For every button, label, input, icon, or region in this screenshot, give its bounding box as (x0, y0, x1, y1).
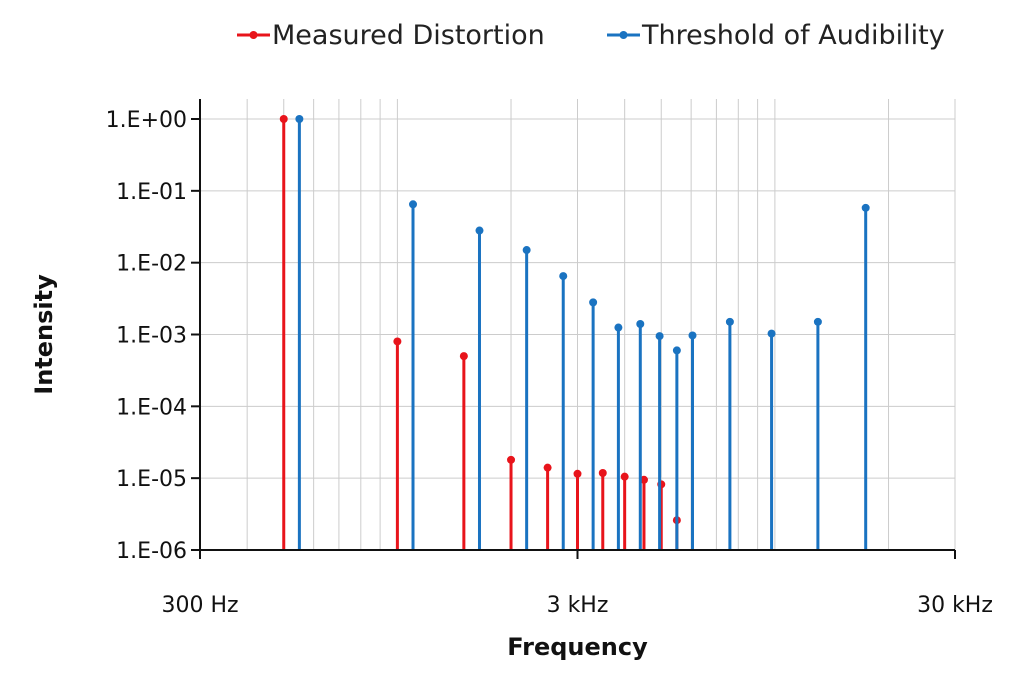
stem-point (861, 203, 870, 212)
x-tick-label: 3 kHz (547, 593, 609, 618)
legend-entry-threshold-of-audibility: Threshold of Audibility (607, 20, 945, 51)
series-measured-distortion (279, 115, 681, 550)
stem-point (543, 463, 552, 472)
y-tick-label: 1.E-03 (116, 324, 187, 349)
stem-point (725, 317, 734, 326)
stem-point (459, 352, 468, 361)
stem-point (393, 337, 402, 346)
stem-point (279, 115, 288, 123)
stem-point (672, 346, 681, 355)
y-tick-label: 1.E-02 (116, 252, 187, 277)
stem-point (620, 472, 629, 481)
series-threshold-of-audibility (295, 115, 870, 550)
y-axis-title: Intensity (30, 274, 58, 395)
stem-point (813, 317, 822, 326)
x-axis-title: Frequency (507, 633, 648, 661)
stem-point (655, 332, 664, 341)
legend-label-threshold-of-audibility: Threshold of Audibility (641, 20, 945, 51)
y-tick-label: 1.E-06 (116, 539, 187, 564)
stem-point (522, 246, 531, 255)
stem-point (639, 475, 648, 484)
x-tick-label: 300 Hz (161, 593, 238, 618)
stem-point (636, 320, 645, 329)
stem-point (295, 115, 304, 123)
stems (279, 115, 870, 550)
y-tick-label: 1.E-01 (116, 180, 187, 205)
stem-point (598, 469, 607, 478)
x-tick-label: 30 kHz (917, 593, 993, 618)
stem-point (614, 323, 623, 332)
legend-label-measured-distortion: Measured Distortion (272, 20, 545, 51)
y-tick-label: 1.E+00 (106, 108, 187, 133)
stem-point (507, 455, 516, 464)
y-tick-label: 1.E-05 (116, 467, 187, 492)
stem-point (573, 469, 582, 478)
stem-point (688, 331, 697, 340)
legend: Measured Distortion Threshold of Audibil… (237, 20, 945, 51)
tick-labels: 1.E+00 1.E-01 1.E-02 1.E-03 1.E-04 1.E-05 1.E-… (106, 108, 993, 618)
legend-marker-measured-distortion (249, 31, 258, 39)
y-tick-label: 1.E-04 (116, 395, 187, 420)
stem-point (589, 298, 598, 307)
stem-point (409, 200, 418, 209)
stem-point (767, 329, 776, 338)
stem-point (475, 226, 484, 235)
stem-point (559, 272, 568, 281)
legend-entry-measured-distortion: Measured Distortion (237, 20, 545, 51)
legend-marker-threshold-of-audibility (619, 31, 628, 39)
